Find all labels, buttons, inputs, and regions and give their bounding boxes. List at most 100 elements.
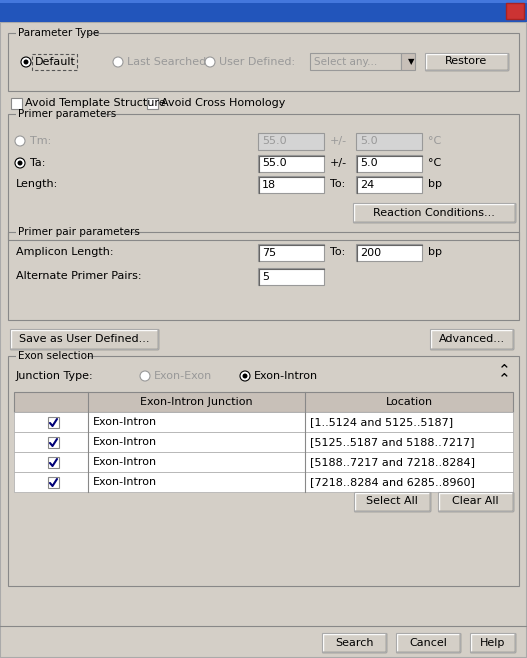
Bar bbox=[8, 356, 519, 586]
Text: To:: To: bbox=[330, 179, 345, 189]
Text: Avoid Cross Homology: Avoid Cross Homology bbox=[161, 98, 286, 108]
Bar bbox=[11, 98, 22, 109]
Text: Tm:: Tm: bbox=[30, 136, 51, 146]
Bar bbox=[354, 492, 430, 511]
Bar bbox=[356, 244, 422, 261]
Text: 75: 75 bbox=[262, 247, 276, 257]
Text: Length:: Length: bbox=[16, 179, 58, 189]
Bar bbox=[8, 232, 519, 320]
Bar bbox=[401, 53, 415, 70]
Bar bbox=[48, 417, 59, 428]
Bar bbox=[425, 53, 508, 70]
Bar bbox=[430, 329, 513, 349]
Bar bbox=[16, 227, 125, 237]
Bar bbox=[396, 633, 460, 652]
Text: Parameter Type: Parameter Type bbox=[18, 28, 99, 38]
Bar bbox=[353, 203, 515, 222]
Bar bbox=[48, 437, 59, 448]
Bar bbox=[0, 0, 527, 3]
Bar bbox=[470, 633, 515, 652]
Text: Alternate Primer Pairs:: Alternate Primer Pairs: bbox=[16, 271, 142, 281]
Circle shape bbox=[242, 374, 248, 378]
Text: User Defined:: User Defined: bbox=[219, 57, 295, 67]
Text: Exon selection: Exon selection bbox=[18, 351, 94, 361]
Bar bbox=[14, 392, 513, 412]
Text: +/-: +/- bbox=[330, 158, 347, 168]
Circle shape bbox=[240, 371, 250, 381]
Bar bbox=[14, 452, 513, 472]
Bar bbox=[8, 114, 519, 240]
Text: Select any...: Select any... bbox=[314, 57, 377, 67]
Bar bbox=[14, 432, 513, 452]
Bar bbox=[322, 633, 386, 652]
Circle shape bbox=[15, 136, 25, 146]
Bar bbox=[32, 54, 77, 70]
Bar bbox=[396, 633, 460, 652]
Text: Junction Primer Search: Junction Primer Search bbox=[8, 5, 169, 18]
Bar bbox=[438, 492, 513, 511]
Bar bbox=[48, 477, 59, 488]
Text: Clear All: Clear All bbox=[452, 497, 499, 507]
Text: +/-: +/- bbox=[330, 136, 347, 146]
Text: Exon-Intron: Exon-Intron bbox=[93, 417, 157, 427]
Bar bbox=[506, 3, 524, 19]
Circle shape bbox=[15, 158, 25, 168]
Circle shape bbox=[113, 57, 123, 67]
Text: 24: 24 bbox=[360, 180, 374, 190]
Text: 5.0: 5.0 bbox=[360, 159, 378, 168]
Text: Ta:: Ta: bbox=[30, 158, 45, 168]
Bar bbox=[356, 133, 422, 150]
Text: bp: bp bbox=[428, 179, 442, 189]
Circle shape bbox=[17, 161, 23, 166]
Text: X: X bbox=[515, 6, 524, 16]
Bar bbox=[353, 203, 515, 222]
Text: Primer parameters: Primer parameters bbox=[18, 109, 116, 119]
Text: Default: Default bbox=[35, 57, 76, 67]
Text: 5.0: 5.0 bbox=[360, 136, 378, 147]
Text: [5188..7217 and 7218..8284]: [5188..7217 and 7218..8284] bbox=[310, 457, 475, 467]
Text: Exon-Intron: Exon-Intron bbox=[93, 477, 157, 487]
Bar bbox=[438, 492, 513, 511]
Bar bbox=[14, 472, 513, 492]
Text: Location: Location bbox=[385, 397, 433, 407]
Text: Select All: Select All bbox=[366, 497, 418, 507]
Text: 18: 18 bbox=[262, 180, 276, 190]
Text: °C: °C bbox=[428, 136, 441, 146]
Text: Save as User Defined...: Save as User Defined... bbox=[19, 334, 149, 344]
Bar bbox=[16, 351, 87, 361]
Circle shape bbox=[21, 57, 31, 67]
Text: Exon-Intron: Exon-Intron bbox=[254, 371, 318, 381]
Text: Help: Help bbox=[480, 638, 505, 647]
Text: ⌃: ⌃ bbox=[497, 363, 510, 378]
Bar bbox=[356, 176, 422, 193]
Bar bbox=[354, 492, 430, 511]
Bar bbox=[16, 28, 87, 38]
Bar bbox=[258, 176, 324, 193]
Circle shape bbox=[205, 57, 215, 67]
Text: Junction Type:: Junction Type: bbox=[16, 371, 94, 381]
Text: Amplicon Length:: Amplicon Length: bbox=[16, 247, 113, 257]
Text: Primer pair parameters: Primer pair parameters bbox=[18, 227, 140, 237]
Bar bbox=[16, 109, 102, 119]
Text: [1..5124 and 5125..5187]: [1..5124 and 5125..5187] bbox=[310, 417, 453, 427]
Text: Last Searched: Last Searched bbox=[127, 57, 206, 67]
Bar bbox=[10, 329, 158, 349]
Bar bbox=[310, 53, 401, 70]
Bar bbox=[258, 155, 324, 172]
Text: 5: 5 bbox=[262, 272, 269, 282]
Text: bp: bp bbox=[428, 247, 442, 257]
Bar bbox=[425, 53, 508, 70]
Bar bbox=[430, 329, 513, 349]
Bar bbox=[14, 412, 513, 432]
Text: Search: Search bbox=[335, 638, 373, 647]
Text: Exon-Exon: Exon-Exon bbox=[154, 371, 212, 381]
Text: Exon-Intron: Exon-Intron bbox=[93, 437, 157, 447]
Circle shape bbox=[140, 371, 150, 381]
Bar bbox=[147, 98, 158, 109]
Text: ▼: ▼ bbox=[408, 57, 415, 66]
Text: Restore: Restore bbox=[445, 57, 487, 66]
Text: 200: 200 bbox=[360, 247, 381, 257]
Text: [7218..8284 and 6285..8960]: [7218..8284 and 6285..8960] bbox=[310, 477, 475, 487]
Bar bbox=[356, 155, 422, 172]
Text: °C: °C bbox=[428, 158, 441, 168]
